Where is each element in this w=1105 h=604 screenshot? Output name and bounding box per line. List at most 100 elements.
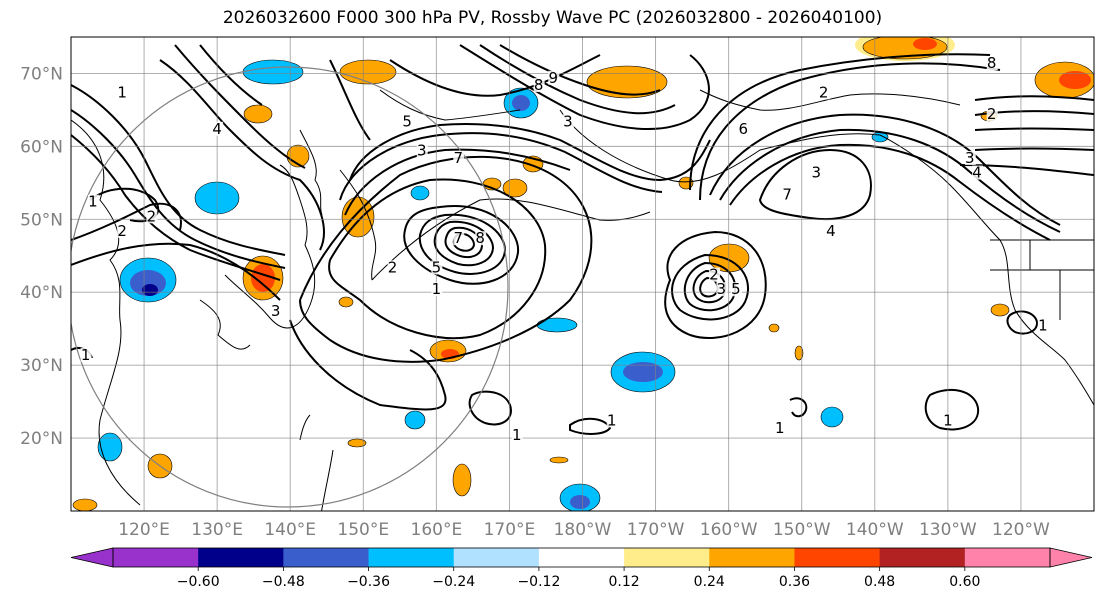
colorbar-tick-label: 0.60 xyxy=(949,574,980,590)
contour-label-bg xyxy=(453,231,465,246)
lat-tick-label: 20°N xyxy=(20,429,63,449)
contour-label-bg xyxy=(146,209,158,224)
contour-label-bg xyxy=(117,85,129,100)
contour-label: 5 xyxy=(432,258,442,276)
contour-label: 4 xyxy=(972,164,982,182)
contour-label: 3 xyxy=(417,142,427,160)
contour-label-bg xyxy=(964,150,976,165)
lon-tick-label: 150°W xyxy=(773,520,831,540)
colorbar-segment xyxy=(709,548,795,567)
lon-tick-label: 140°E xyxy=(264,520,316,540)
colorbar-frame xyxy=(112,547,1051,568)
lon-tick-label: 160°W xyxy=(700,520,758,540)
reference-circle xyxy=(71,66,509,508)
contour-label-bg xyxy=(811,165,823,180)
lon-tick-label: 170°W xyxy=(627,520,685,540)
contour-label-bg xyxy=(453,150,465,165)
contour-label-bg xyxy=(738,121,750,136)
lon-tick-label: 170°E xyxy=(484,520,536,540)
colorbar-tick-label: −0.36 xyxy=(347,574,390,590)
contour-label: 1 xyxy=(943,411,953,429)
contour-label-bg xyxy=(117,223,129,238)
contour-label-bg xyxy=(774,420,786,435)
contour-label-bg xyxy=(475,231,487,246)
colorbar-tick-label: −0.24 xyxy=(432,574,475,590)
longitude-axis: 120°E 130°E 140°E 150°E 160°E 170°E 180°W 170°W… xyxy=(118,520,1050,540)
contour-label-bg xyxy=(986,56,998,71)
lat-tick-label: 70°N xyxy=(20,64,63,84)
pv-anomaly-shading xyxy=(72,37,1094,511)
lat-tick-label: 30°N xyxy=(20,356,63,376)
colorbar-tick-label: 0.24 xyxy=(694,574,725,590)
contour-label-bg xyxy=(606,413,618,428)
contour-label-bg xyxy=(730,282,742,297)
colorbar-segment xyxy=(624,548,710,567)
colorbar-tick-label: −0.48 xyxy=(262,574,305,590)
contour-label-bg xyxy=(270,304,282,319)
lon-tick-label: 120°W xyxy=(992,520,1050,540)
contour-label: 1 xyxy=(775,419,785,437)
contour-label: 1 xyxy=(88,193,98,211)
contour-label: 3 xyxy=(271,302,281,320)
contour-label-bg xyxy=(972,165,984,180)
contour-label-bg xyxy=(562,114,574,129)
contour-label: 3 xyxy=(965,149,975,167)
contour-label: 3 xyxy=(717,280,727,298)
colorbar-segment xyxy=(198,548,284,567)
colorbar: −0.60 −0.48 −0.36 −0.24 −0.12 0.12 0.24 0.36 0.4… xyxy=(70,547,1093,590)
colorbar-segment xyxy=(879,548,966,567)
contour-label-bg xyxy=(80,347,92,362)
contour-label-bg xyxy=(818,85,830,100)
contour-label: 2 xyxy=(987,105,997,123)
contour-label-bg xyxy=(87,194,99,209)
contour-label-bg xyxy=(548,70,560,85)
contour-label-bg xyxy=(825,223,837,238)
contour-label: 1 xyxy=(81,346,91,364)
lon-tick-label: 160°E xyxy=(411,520,463,540)
contour-label-bg xyxy=(986,107,998,122)
lon-tick-label: 130°W xyxy=(919,520,977,540)
contour-label: 4 xyxy=(212,120,222,138)
contour-label: 8 xyxy=(987,54,997,72)
contour-label: 7 xyxy=(454,229,464,247)
contour-label: 1 xyxy=(1038,317,1048,335)
contour-label: 3 xyxy=(563,113,573,131)
contour-label: 8 xyxy=(475,229,485,247)
contour-label-bg xyxy=(942,413,954,428)
lat-tick-label: 40°N xyxy=(20,283,63,303)
contour-label: 3 xyxy=(812,164,822,182)
contour-label: 7 xyxy=(454,149,464,167)
colorbar-under-arrow xyxy=(70,547,114,568)
contour-label-bg xyxy=(416,143,428,158)
colorbar-tick-label: −0.60 xyxy=(177,574,220,590)
contour-label-bg xyxy=(511,428,523,443)
colorbar-over-arrow xyxy=(1049,547,1093,568)
contour-label: 5 xyxy=(731,280,741,298)
contour-label-bg xyxy=(1037,318,1049,333)
lat-tick-label: 50°N xyxy=(20,210,63,230)
contour-label: 2 xyxy=(388,258,398,276)
colorbar-segment xyxy=(113,548,199,567)
contour-label: 9 xyxy=(548,69,558,87)
contour-label-bg xyxy=(533,78,545,93)
contour-label-bg xyxy=(212,121,224,136)
contour-label-bg xyxy=(716,282,728,297)
map-frame xyxy=(70,36,1095,512)
colorbar-tick-label: 0.12 xyxy=(609,574,640,590)
latitude-axis: 70°N 60°N 50°N 40°N 30°N 20°N xyxy=(20,64,63,449)
graticule xyxy=(71,37,1094,511)
lon-tick-label: 140°W xyxy=(846,520,904,540)
contour-label: 2 xyxy=(819,83,829,101)
colorbar-segment xyxy=(794,548,881,567)
colorbar-tick-label: 0.48 xyxy=(864,574,895,590)
lon-tick-label: 180°W xyxy=(554,520,612,540)
contour-label: 2 xyxy=(147,207,157,225)
contour-label: 1 xyxy=(117,83,127,101)
lon-tick-label: 130°E xyxy=(191,520,243,540)
colorbar-segment xyxy=(964,548,1051,567)
contour-label: 2 xyxy=(117,222,127,240)
contour-label-bg xyxy=(782,187,794,202)
contour-label: 1 xyxy=(432,280,442,298)
lat-tick-label: 60°N xyxy=(20,137,63,157)
